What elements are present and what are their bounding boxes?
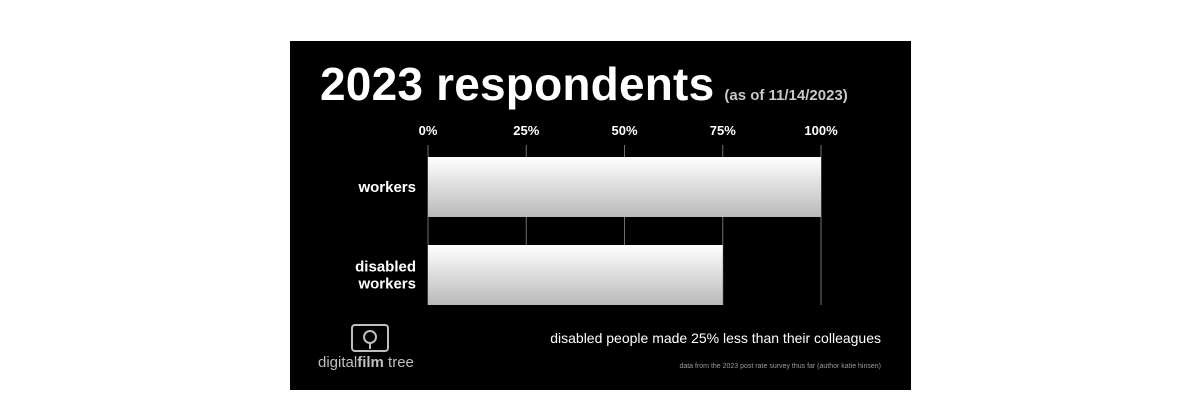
logo-text-end: tree: [383, 354, 414, 371]
logo-wordmark: digitalfilm tree: [318, 354, 414, 371]
category-label-workers: workers: [357, 179, 416, 196]
annotation-text: disabled people made 25% less than their…: [550, 330, 881, 346]
tick-labels: 0% 25% 50% 75% 100%: [419, 123, 838, 138]
logo-text-light: digital: [318, 354, 358, 371]
category-labels: workers disabled workers: [355, 179, 416, 293]
tick-label-25: 25%: [513, 123, 539, 138]
chart-subtitle: (as of 11/14/2023): [724, 87, 848, 104]
logo-text-bold: film: [357, 354, 384, 371]
bar-workers: [428, 157, 821, 217]
tick-label-0: 0%: [419, 123, 438, 138]
chart-card: 2023 respondents (as of 11/14/2023) 0% 25%…: [290, 41, 911, 390]
category-label-disabled-workers: disabled workers: [355, 259, 416, 293]
bars: [428, 157, 821, 305]
tick-label-100: 100%: [804, 123, 838, 138]
bar-disabled-workers: [428, 245, 723, 305]
bar-chart: 0% 25% 50% 75% 100% workers disabled workers: [355, 123, 838, 305]
title-row: 2023 respondents (as of 11/14/2023): [320, 57, 848, 111]
tick-label-75: 75%: [710, 123, 736, 138]
chart-title: 2023 respondents: [320, 58, 715, 110]
source-text: data from the 2023 post rate survey thus…: [679, 363, 881, 370]
tree-icon: [351, 324, 389, 352]
tick-label-50: 50%: [611, 123, 637, 138]
